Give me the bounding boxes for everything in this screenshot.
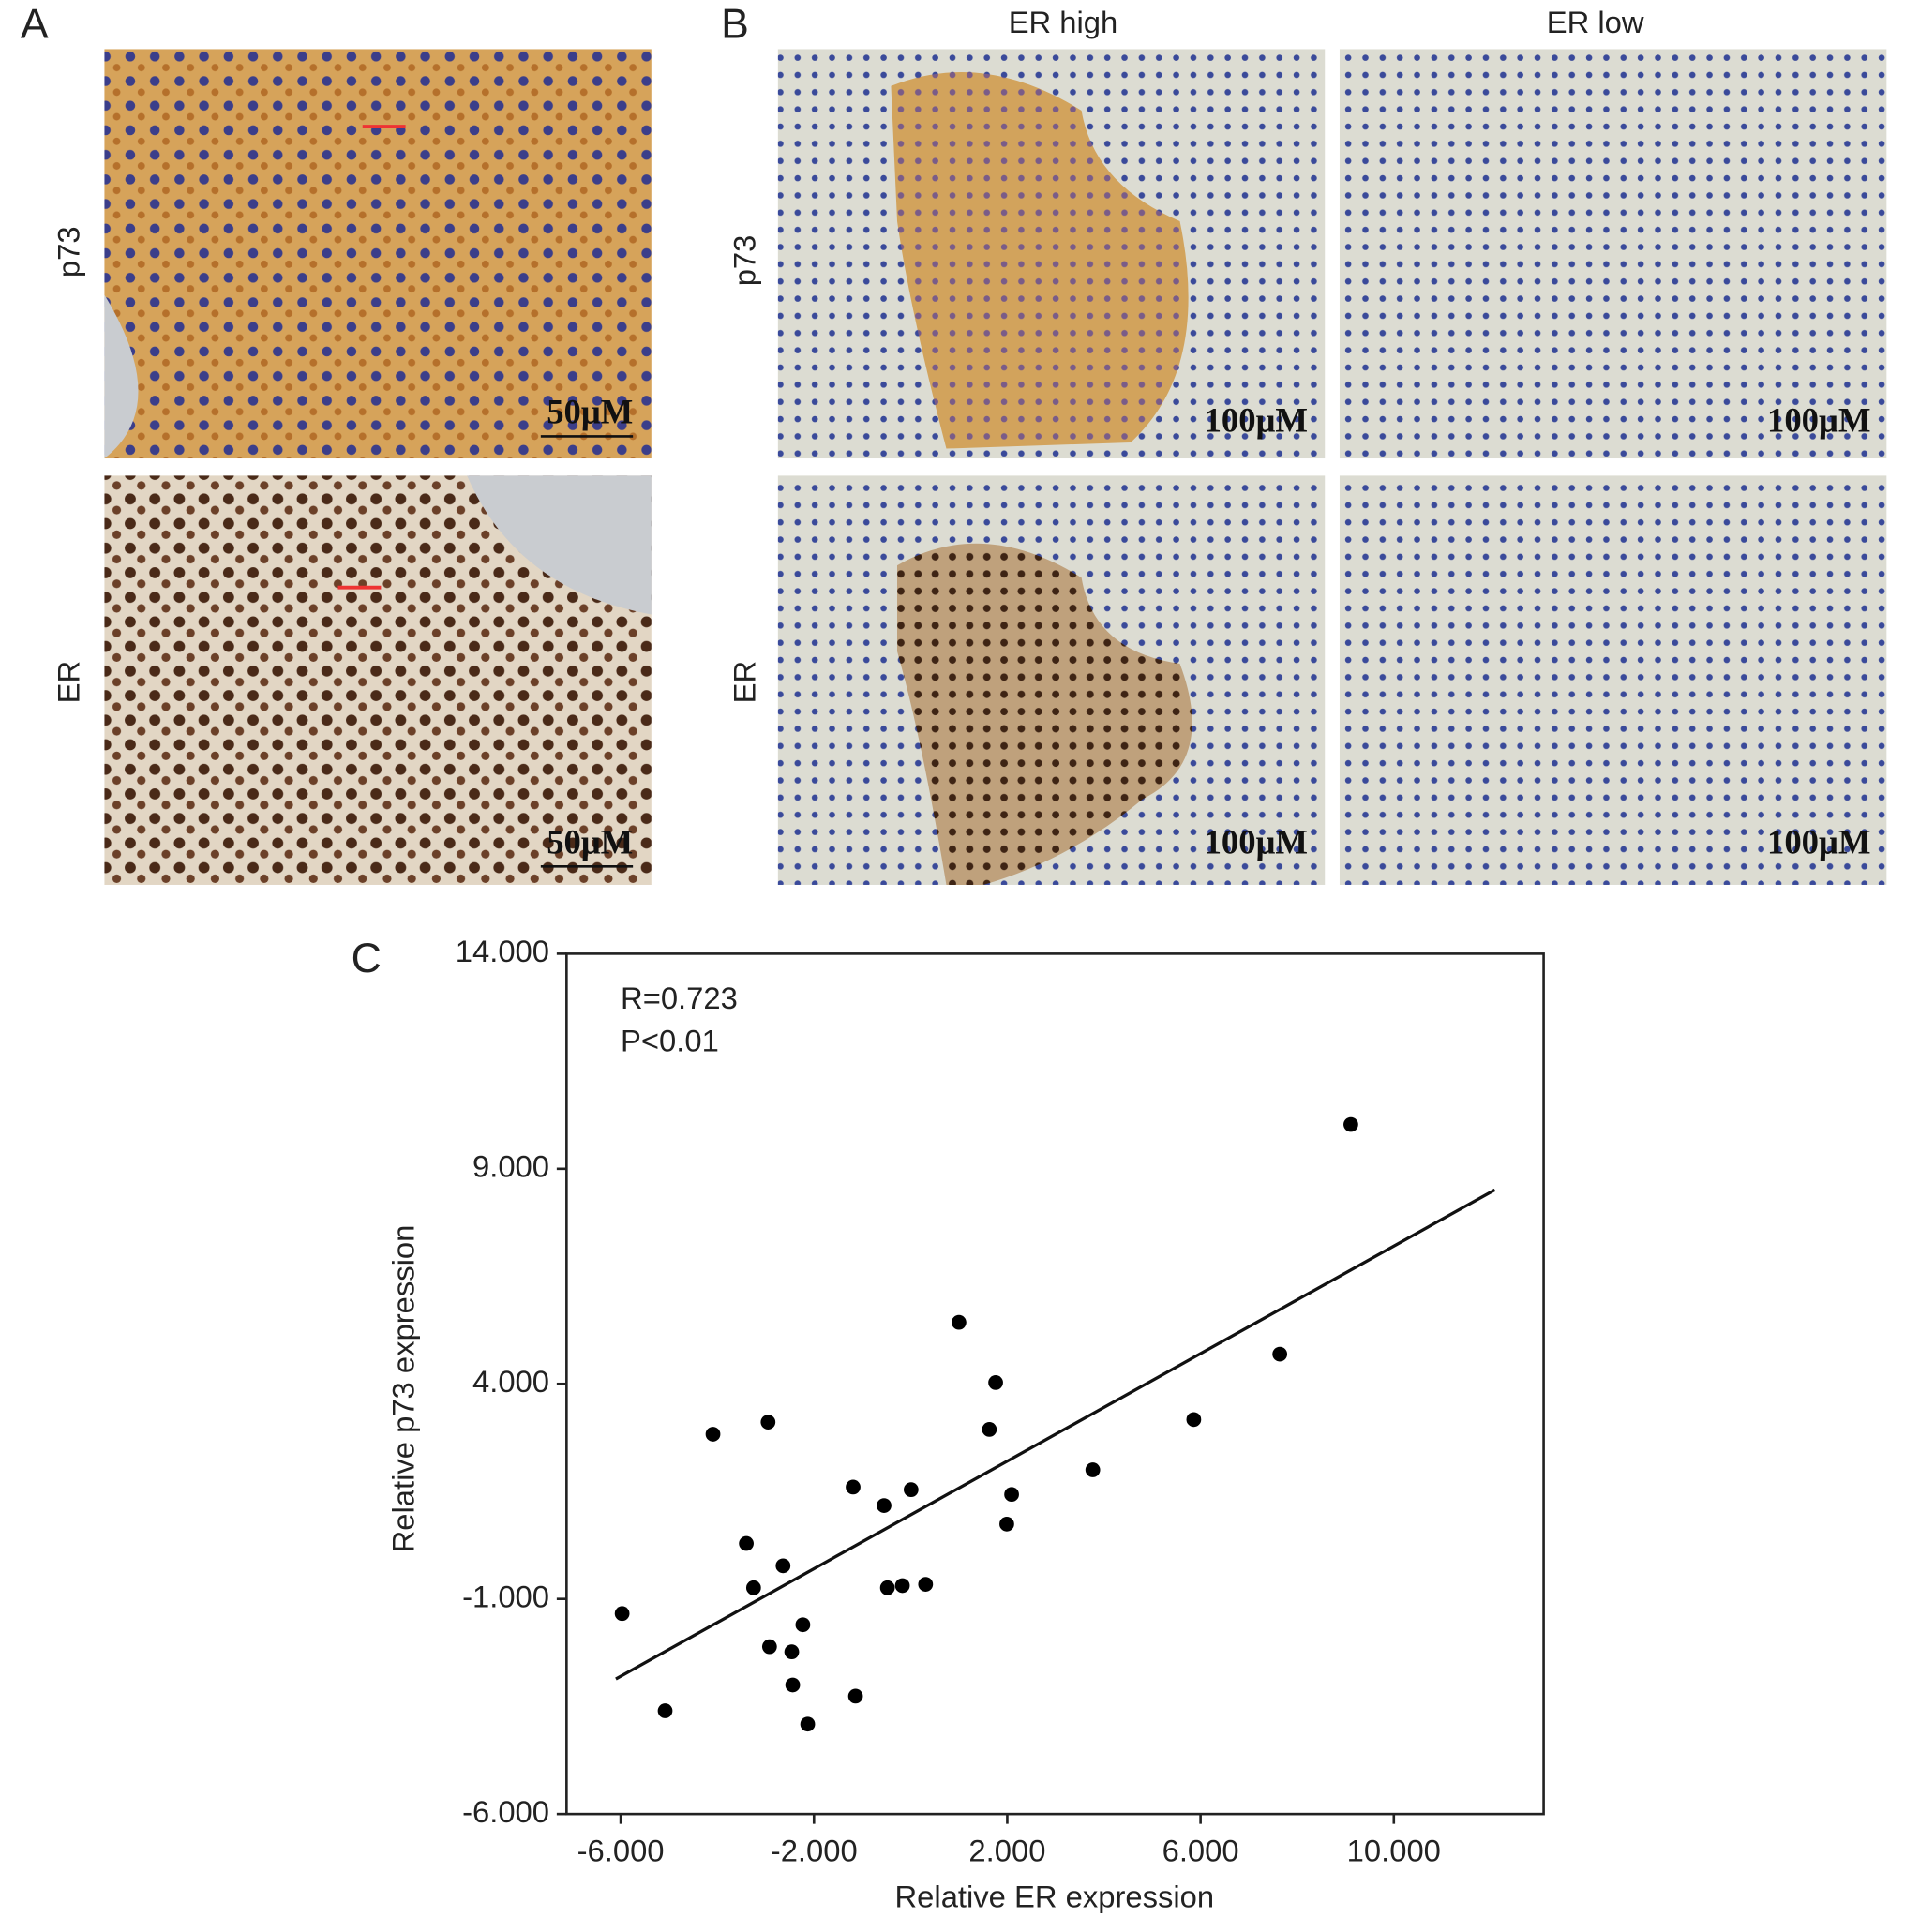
point bbox=[848, 1688, 863, 1704]
scale-bar-label: 50μM bbox=[547, 393, 633, 431]
point bbox=[705, 1427, 721, 1442]
scale-bar-label: 100μM bbox=[1205, 401, 1308, 440]
point bbox=[800, 1716, 816, 1732]
point bbox=[1272, 1346, 1288, 1362]
x-tick-label: 6.000 bbox=[1162, 1834, 1239, 1868]
x-tick-label: -2.000 bbox=[771, 1834, 858, 1868]
scale-bar-label: 100μM bbox=[1767, 401, 1870, 440]
row-label: p73 bbox=[52, 226, 86, 277]
point bbox=[1343, 1116, 1358, 1132]
stroma bbox=[104, 294, 652, 615]
x-tick-label: 2.000 bbox=[968, 1834, 1045, 1868]
annotation: R=0.723 bbox=[621, 981, 738, 1015]
scale-bar-label: 50μM bbox=[547, 822, 633, 861]
point bbox=[846, 1479, 861, 1495]
point bbox=[918, 1577, 934, 1592]
y-tick-label: 14.000 bbox=[456, 934, 549, 968]
micrograph bbox=[1339, 49, 1887, 459]
annotation: P<0.01 bbox=[621, 1024, 719, 1058]
point bbox=[745, 1580, 761, 1595]
x-axis-title: Relative ER expression bbox=[895, 1879, 1215, 1913]
point bbox=[760, 1415, 776, 1430]
tumor-region bbox=[897, 543, 1192, 885]
point bbox=[614, 1606, 630, 1622]
y-tick-label: 4.000 bbox=[472, 1364, 549, 1399]
column-label: ER low bbox=[1547, 5, 1644, 39]
y-tick-label: -1.000 bbox=[462, 1579, 549, 1613]
row-label: ER bbox=[52, 661, 86, 704]
point bbox=[879, 1580, 895, 1595]
point bbox=[657, 1703, 673, 1718]
point bbox=[877, 1498, 892, 1513]
point bbox=[784, 1644, 800, 1660]
point bbox=[988, 1375, 1003, 1390]
x-tick-label: 10.000 bbox=[1347, 1834, 1441, 1868]
plot-frame bbox=[565, 952, 1545, 1816]
point bbox=[894, 1578, 910, 1594]
point bbox=[1085, 1462, 1101, 1477]
tumor-region bbox=[891, 72, 1189, 449]
panel-label: A bbox=[21, 2, 49, 48]
panel-label: B bbox=[721, 2, 749, 48]
point bbox=[761, 1639, 777, 1655]
row-label: ER bbox=[728, 661, 762, 704]
column-label: ER high bbox=[1009, 5, 1118, 39]
point bbox=[1004, 1487, 1019, 1503]
point bbox=[1186, 1412, 1202, 1428]
point bbox=[903, 1482, 919, 1498]
point bbox=[785, 1677, 801, 1693]
x-tick-label: -6.000 bbox=[578, 1834, 665, 1868]
y-tick-label: 9.000 bbox=[472, 1148, 549, 1183]
y-axis-title: Relative p73 expression bbox=[385, 1225, 420, 1553]
trend-line bbox=[615, 1188, 1496, 1681]
row-label: p73 bbox=[728, 235, 762, 287]
point bbox=[739, 1535, 754, 1551]
point bbox=[952, 1314, 967, 1330]
micrograph bbox=[1339, 475, 1887, 885]
point bbox=[982, 1422, 998, 1437]
scale-bar-label: 100μM bbox=[1767, 822, 1870, 861]
y-tick-label: -6.000 bbox=[462, 1794, 549, 1829]
point bbox=[795, 1617, 811, 1633]
point bbox=[775, 1558, 791, 1574]
scale-bar-label: 100μM bbox=[1205, 822, 1308, 861]
micrograph bbox=[104, 49, 652, 459]
panel-label: C bbox=[352, 936, 382, 981]
point bbox=[999, 1516, 1014, 1532]
